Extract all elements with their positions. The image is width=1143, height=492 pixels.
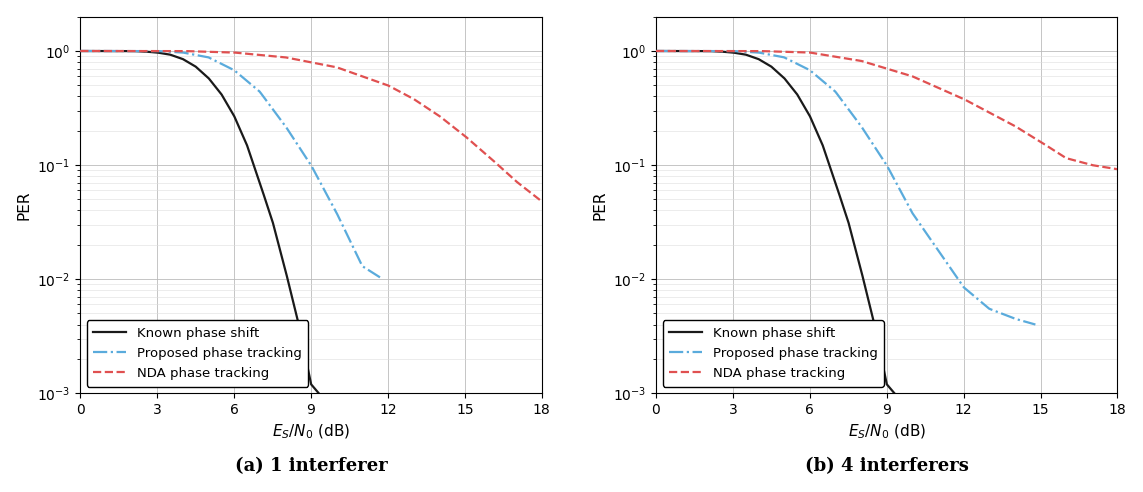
Proposed phase tracking [251,88,265,93]
Proposed phase tracking [649,48,663,54]
Known phase shift [757,59,770,65]
Proposed phase tracking [821,82,834,88]
Known phase shift [253,180,266,186]
Proposed phase tracking [717,48,730,54]
NDA phase tracking [730,48,744,54]
NDA phase tracking [421,105,434,111]
Proposed phase tracking [935,252,949,258]
Proposed phase tracking [127,48,141,54]
Known phase shift [214,91,227,96]
NDA phase tracking [858,59,872,65]
NDA phase tracking [1111,166,1125,172]
Line: Known phase shift: Known phase shift [80,51,319,393]
Known phase shift [182,59,195,65]
X-axis label: $E_S/N_0$ (dB): $E_S/N_0$ (dB) [848,423,926,441]
Line: NDA phase tracking: NDA phase tracking [80,51,542,201]
Text: (a) 1 interferer: (a) 1 interferer [234,457,387,475]
Known phase shift [692,48,705,54]
Legend: Known phase shift, Proposed phase tracking, NDA phase tracking: Known phase shift, Proposed phase tracki… [87,320,309,387]
NDA phase tracking [192,49,206,55]
NDA phase tracking [768,49,782,55]
Proposed phase tracking [73,48,87,54]
Proposed phase tracking [1029,322,1042,328]
Known phase shift [710,48,724,54]
Line: Proposed phase tracking: Proposed phase tracking [80,51,383,279]
NDA phase tracking [155,48,169,54]
Proposed phase tracking [746,49,760,55]
Proposed phase tracking [302,157,315,163]
Known phase shift [115,48,129,54]
Known phase shift [233,125,247,131]
Proposed phase tracking [275,119,289,125]
NDA phase tracking [345,70,359,76]
Known phase shift [73,48,87,54]
Text: (b) 4 interferers: (b) 4 interferers [805,457,968,475]
Line: Proposed phase tracking: Proposed phase tracking [656,51,1036,325]
Legend: Known phase shift, Proposed phase tracking, NDA phase tracking: Known phase shift, Proposed phase tracki… [663,320,885,387]
Known phase shift [808,125,822,131]
Y-axis label: PER: PER [592,190,607,220]
NDA phase tracking [282,55,296,61]
Proposed phase tracking [151,48,165,54]
NDA phase tracking [649,48,663,54]
Known phase shift [135,48,149,54]
Known phase shift [312,390,326,396]
Known phase shift [887,390,901,396]
Y-axis label: PER: PER [17,190,32,220]
Line: Known phase shift: Known phase shift [656,51,894,393]
Known phase shift [790,91,804,96]
Line: NDA phase tracking: NDA phase tracking [656,51,1118,169]
Proposed phase tracking [210,59,224,64]
Proposed phase tracking [903,205,917,211]
Proposed phase tracking [376,276,390,282]
NDA phase tracking [921,80,935,86]
X-axis label: $E_S/N_0$ (dB): $E_S/N_0$ (dB) [272,423,350,441]
NDA phase tracking [73,48,87,54]
NDA phase tracking [997,117,1010,123]
Proposed phase tracking [873,151,887,157]
NDA phase tracking [535,198,549,204]
Known phase shift [829,180,842,186]
NDA phase tracking [958,96,972,102]
NDA phase tracking [382,83,395,89]
Known phase shift [649,48,663,54]
